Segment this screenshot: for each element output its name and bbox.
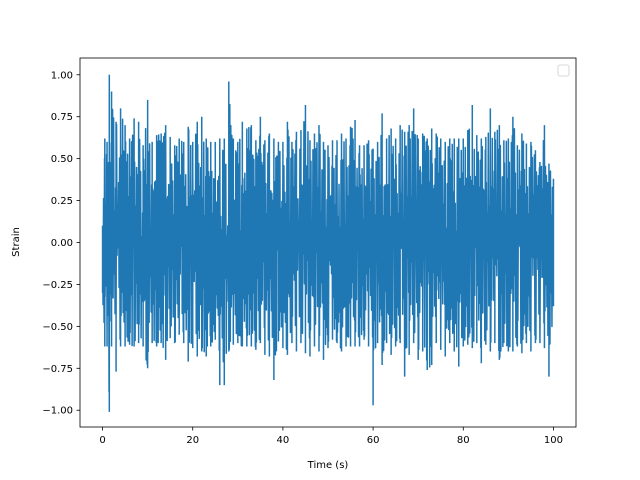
x-axis-label: Time (s) [307,460,349,471]
x-tick-label: 0 [99,435,105,446]
y-tick-label: 0.00 [51,238,73,249]
y-axis-label: Strain [11,227,22,257]
y-tick-label: 0.25 [51,196,73,207]
y-axis: −1.00 −0.75 −0.50 −0.25 0.00 0.25 0.50 0.75 1.00 [42,70,80,417]
y-tick-label: 0.50 [51,154,73,165]
x-tick-label: 60 [367,435,380,446]
y-tick-label: −1.00 [42,406,73,417]
y-tick-label: −0.75 [42,364,73,375]
x-tick-label: 20 [186,435,199,446]
strain-series-line [101,74,555,412]
legend-box [557,64,570,77]
x-tick-label: 40 [277,435,290,446]
y-tick-label: 1.00 [51,70,73,81]
x-tick-label: 100 [544,435,563,446]
series-layer [101,74,555,412]
y-tick-label: −0.25 [42,280,73,291]
x-tick-label: 80 [457,435,470,446]
y-tick-label: −0.50 [42,322,73,333]
x-axis: 0 20 40 60 80 100 [99,427,563,446]
y-tick-label: 0.75 [51,112,73,123]
